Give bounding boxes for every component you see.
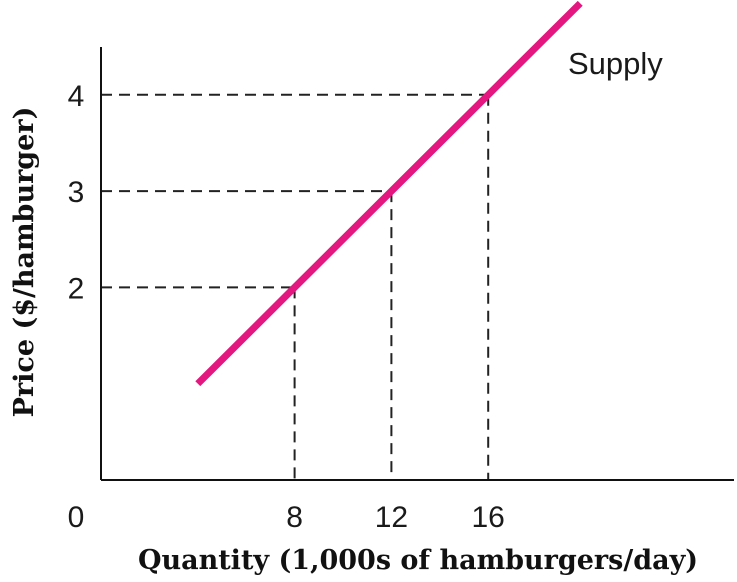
x-axis-title: Quantity (1,000s of hamburgers/day): [138, 545, 698, 576]
series-line-supply: [195, 0, 583, 387]
x-tick-label-8: 8: [286, 501, 303, 534]
x-tick-label-16: 16: [472, 501, 505, 534]
series-lines: [195, 0, 583, 387]
y-axis-title: Price ($/hamburger): [9, 107, 40, 418]
y-tick-label-2: 2: [68, 272, 85, 305]
x-tick-label-12: 12: [375, 501, 408, 534]
origin-label: 0: [68, 501, 85, 534]
tick-labels: 8 12 16 2 3 4: [68, 80, 505, 534]
y-tick-label-4: 4: [68, 80, 85, 113]
series-label-supply: Supply: [568, 46, 663, 81]
guide-lines: [101, 93, 490, 480]
y-tick-label-3: 3: [68, 176, 85, 209]
